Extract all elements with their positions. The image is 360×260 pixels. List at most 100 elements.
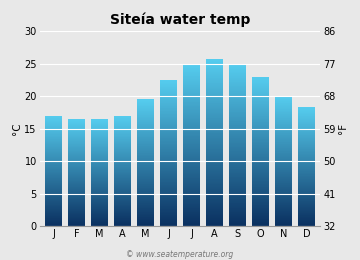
- Bar: [114, 206, 131, 207]
- Bar: [206, 221, 223, 222]
- Bar: [229, 161, 246, 162]
- Bar: [206, 146, 223, 147]
- Bar: [114, 146, 131, 147]
- Bar: [252, 89, 269, 90]
- Bar: [298, 161, 315, 162]
- Bar: [160, 134, 177, 135]
- Bar: [137, 121, 154, 122]
- Bar: [183, 80, 200, 81]
- Bar: [160, 118, 177, 119]
- Bar: [114, 214, 131, 215]
- Bar: [229, 76, 246, 77]
- Bar: [68, 225, 85, 226]
- Bar: [45, 219, 62, 220]
- Bar: [206, 120, 223, 121]
- Bar: [68, 209, 85, 210]
- Bar: [275, 124, 292, 125]
- Bar: [160, 143, 177, 144]
- Bar: [298, 223, 315, 224]
- Bar: [183, 170, 200, 171]
- Bar: [68, 183, 85, 184]
- Bar: [252, 208, 269, 209]
- Bar: [160, 154, 177, 155]
- Bar: [183, 205, 200, 206]
- Bar: [160, 155, 177, 156]
- Bar: [183, 136, 200, 137]
- Bar: [68, 178, 85, 179]
- Bar: [206, 198, 223, 199]
- Bar: [229, 180, 246, 181]
- Bar: [275, 145, 292, 146]
- Bar: [160, 108, 177, 109]
- Bar: [252, 103, 269, 104]
- Bar: [252, 85, 269, 86]
- Bar: [45, 136, 62, 137]
- Bar: [183, 141, 200, 142]
- Bar: [160, 86, 177, 87]
- Bar: [183, 191, 200, 192]
- Bar: [252, 196, 269, 197]
- Bar: [137, 120, 154, 121]
- Bar: [160, 127, 177, 128]
- Bar: [206, 219, 223, 220]
- Bar: [45, 208, 62, 209]
- Bar: [252, 95, 269, 96]
- Bar: [252, 165, 269, 166]
- Bar: [68, 136, 85, 137]
- Bar: [45, 211, 62, 212]
- Bar: [298, 204, 315, 205]
- Bar: [275, 139, 292, 140]
- Bar: [45, 160, 62, 161]
- Bar: [137, 137, 154, 138]
- Bar: [114, 198, 131, 199]
- Bar: [91, 193, 108, 194]
- Bar: [252, 139, 269, 140]
- Bar: [68, 161, 85, 162]
- Bar: [252, 147, 269, 148]
- Bar: [298, 175, 315, 176]
- Bar: [252, 160, 269, 161]
- Bar: [45, 154, 62, 155]
- Bar: [160, 114, 177, 115]
- Bar: [298, 136, 315, 137]
- Bar: [298, 115, 315, 116]
- Bar: [183, 116, 200, 117]
- Bar: [183, 213, 200, 214]
- Bar: [114, 174, 131, 175]
- Bar: [160, 82, 177, 83]
- Bar: [160, 223, 177, 224]
- Bar: [45, 223, 62, 224]
- Bar: [137, 118, 154, 119]
- Bar: [68, 125, 85, 126]
- Bar: [229, 127, 246, 128]
- Bar: [68, 199, 85, 200]
- Bar: [183, 74, 200, 75]
- Bar: [160, 220, 177, 221]
- Bar: [91, 222, 108, 223]
- Bar: [68, 179, 85, 180]
- Bar: [206, 93, 223, 94]
- Bar: [183, 99, 200, 100]
- Bar: [137, 99, 154, 100]
- Bar: [137, 203, 154, 204]
- Bar: [206, 128, 223, 129]
- Bar: [91, 149, 108, 150]
- Bar: [114, 188, 131, 189]
- Bar: [298, 148, 315, 149]
- Bar: [298, 139, 315, 140]
- Bar: [275, 189, 292, 190]
- Bar: [114, 201, 131, 202]
- Bar: [91, 180, 108, 181]
- Bar: [160, 170, 177, 171]
- Bar: [206, 165, 223, 166]
- Bar: [229, 173, 246, 174]
- Bar: [275, 171, 292, 172]
- Bar: [275, 170, 292, 171]
- Bar: [298, 151, 315, 152]
- Bar: [229, 208, 246, 209]
- Bar: [229, 116, 246, 117]
- Bar: [160, 211, 177, 212]
- Bar: [183, 200, 200, 201]
- Bar: [206, 170, 223, 171]
- Bar: [252, 194, 269, 195]
